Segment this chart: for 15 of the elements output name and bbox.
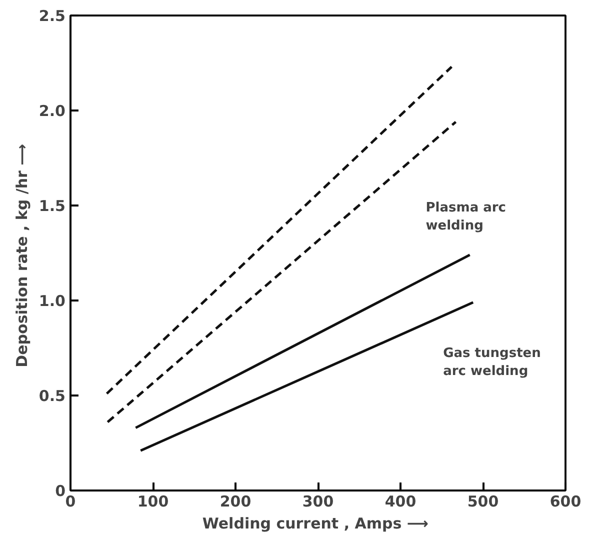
y-axis-title: Deposition rate , kg /hr ⟶ <box>12 144 31 368</box>
x-tick-label: 400 <box>384 492 416 510</box>
annotation: Gas tungsten arc welding <box>443 346 541 379</box>
annotation: Plasma arc welding <box>426 200 506 234</box>
y-tick-label: 2.5 <box>38 7 66 25</box>
x-tick-label: 500 <box>467 492 499 510</box>
y-tick-label: 0.5 <box>38 387 66 405</box>
x-tick-label: 100 <box>137 492 169 510</box>
x-axis-title: Welding current , Amps ⟶ <box>202 514 428 532</box>
x-tick-label: 200 <box>220 492 252 510</box>
y-tick-label: 1.5 <box>38 197 66 215</box>
x-tick-label: 300 <box>302 492 334 510</box>
y-tick-label: 2.0 <box>38 102 66 120</box>
y-tick-label: 1.0 <box>38 292 66 310</box>
x-tick-label: 600 <box>550 492 582 510</box>
